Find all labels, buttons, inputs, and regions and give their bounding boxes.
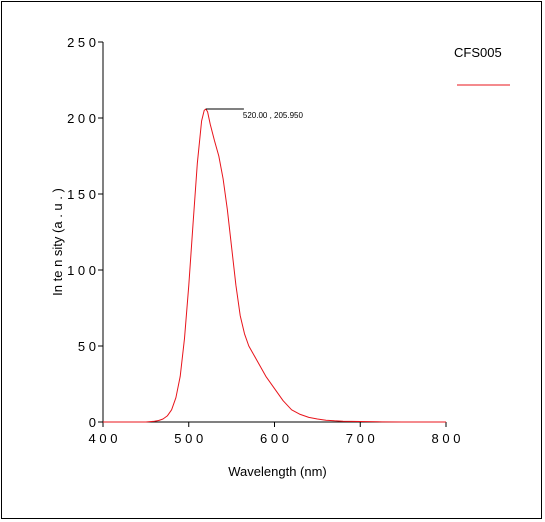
annotation-layer: 520.00 , 205.950 (205, 108, 304, 120)
x-tick-label: 8 0 0 (432, 431, 461, 446)
x-axis-title: Wavelength (nm) (228, 464, 327, 479)
x-ticks: 4 0 0 5 0 0 6 0 0 7 0 0 8 0 0 (89, 422, 461, 446)
x-tick-label: 7 0 0 (346, 431, 375, 446)
y-tick-label: 1 5 0 (67, 187, 96, 202)
x-tick-label: 6 0 0 (260, 431, 289, 446)
legend-label: CFS005 (454, 45, 502, 60)
y-tick-label: 1 0 0 (67, 263, 96, 278)
y-tick-label: 2 0 0 (67, 111, 96, 126)
axes (102, 42, 446, 423)
x-tick-label: 4 0 0 (89, 431, 118, 446)
y-ticks: 0 5 0 1 0 0 1 5 0 2 0 0 2 5 0 (67, 35, 103, 430)
y-tick-label: 0 (89, 415, 96, 430)
series-layer (103, 108, 446, 423)
y-tick-label: 5 0 (78, 339, 96, 354)
x-tick-label: 5 0 0 (174, 431, 203, 446)
y-axis-title: In te n sity (a . u . ) (50, 188, 65, 296)
y-tick-label: 2 5 0 (67, 35, 96, 50)
series-line (103, 108, 446, 423)
legend: CFS005 (454, 45, 510, 86)
annotation-label: 520.00 , 205.950 (243, 111, 304, 120)
